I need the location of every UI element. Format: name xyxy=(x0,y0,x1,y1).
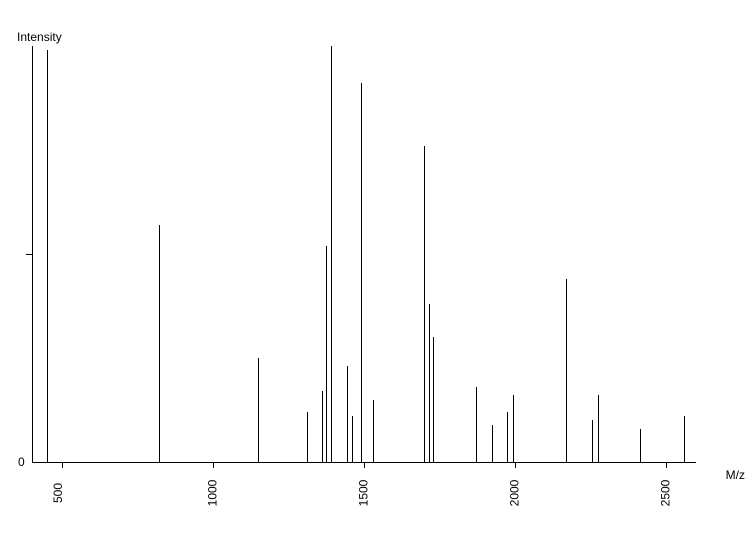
peak xyxy=(476,387,477,462)
peak xyxy=(598,395,599,462)
x-tick-label: 1500 xyxy=(356,480,370,507)
x-tick-label: 2500 xyxy=(658,480,672,507)
peak xyxy=(331,46,332,462)
peak xyxy=(492,425,493,462)
y-axis-label: Intensity xyxy=(17,30,62,44)
mass-spectrum-chart: Intensity M/z 500 1000 1500 2000 2500 0 xyxy=(0,0,750,540)
peak xyxy=(159,225,160,462)
peak xyxy=(429,304,430,462)
peak xyxy=(640,429,641,462)
x-tick xyxy=(666,462,667,468)
peak xyxy=(347,366,348,462)
y-tick xyxy=(26,254,32,255)
peak xyxy=(361,83,362,462)
peak xyxy=(507,412,508,462)
peak xyxy=(433,337,434,462)
x-tick-label: 500 xyxy=(51,483,65,503)
peak xyxy=(684,416,685,462)
x-tick-label: 1000 xyxy=(205,480,219,507)
peak xyxy=(373,400,374,462)
x-tick xyxy=(515,462,516,468)
peak xyxy=(47,50,48,462)
x-tick xyxy=(62,462,63,468)
peak xyxy=(566,279,567,462)
peak xyxy=(424,146,425,462)
peak xyxy=(322,391,323,462)
peak xyxy=(307,412,308,462)
y-tick-label: 0 xyxy=(18,455,25,469)
x-axis-label: M/z xyxy=(726,468,745,482)
peak xyxy=(513,395,514,462)
x-tick xyxy=(213,462,214,468)
peak xyxy=(258,358,259,462)
peak xyxy=(592,420,593,462)
plot-area xyxy=(32,46,696,462)
peak xyxy=(352,416,353,462)
peak xyxy=(326,246,327,462)
x-tick-label: 2000 xyxy=(507,480,521,507)
x-tick xyxy=(364,462,365,468)
